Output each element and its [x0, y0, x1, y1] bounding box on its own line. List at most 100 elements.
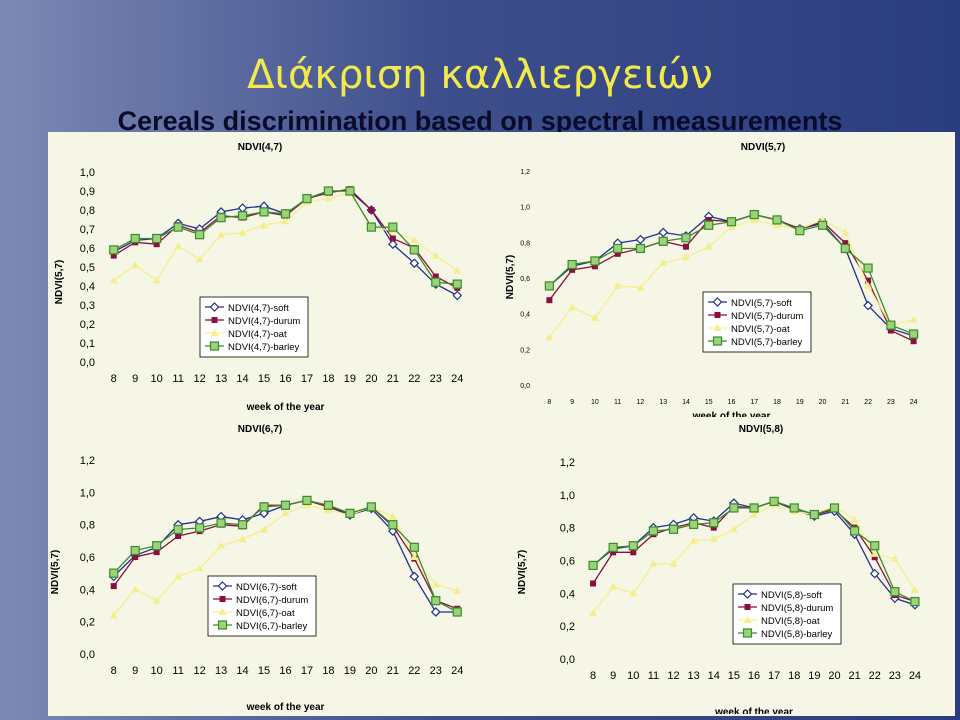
- x-tick-label: 24: [910, 399, 918, 406]
- point-s3-3: [173, 524, 183, 535]
- series-line-1: [113, 188, 458, 289]
- point-s3-16: [910, 596, 920, 607]
- point-s3-0: [588, 560, 598, 571]
- point-s1-12: [368, 207, 375, 213]
- point-s3-14: [409, 542, 419, 552]
- x-tick-label: 12: [193, 373, 205, 385]
- x-axis-label: week of the year: [714, 707, 793, 714]
- point-s3-4: [635, 243, 646, 254]
- legend-label-1: NDVI(4,7)-durum: [228, 316, 300, 327]
- point-s3-14: [870, 541, 880, 551]
- x-tick-label: 20: [819, 399, 827, 406]
- x-tick-label: 14: [708, 670, 720, 682]
- chart-ndvi-5-7: NDVI(5,7) 0,0 0,2 0,4 0,6 0,8 1,0 1,2 NDVI(5,7) 8…: [505, 142, 919, 417]
- point-s3-15: [431, 596, 441, 606]
- legend-label-1: NDVI(5,7)-durum: [731, 311, 803, 322]
- point-s2-1: [609, 582, 618, 590]
- point-s2-8: [281, 217, 290, 225]
- point-s3-10: [789, 503, 799, 513]
- x-tick-label: 22: [864, 399, 872, 406]
- point-s2-5: [689, 536, 698, 544]
- point-s0-14: [409, 258, 420, 269]
- x-tick-label: 8: [590, 670, 596, 682]
- x-tick-label: 10: [151, 665, 163, 677]
- x-tick-label: 15: [728, 670, 740, 682]
- point-s2-4: [195, 255, 204, 263]
- point-s0-13: [388, 239, 398, 250]
- x-tick-label: 20: [365, 665, 377, 677]
- x-tick-label: 21: [848, 670, 860, 682]
- point-s2-1: [131, 261, 140, 269]
- x-tick-label: 14: [236, 665, 248, 677]
- x-tick-label: 21: [841, 399, 849, 406]
- point-s1-0: [110, 583, 117, 590]
- point-s3-1: [567, 259, 577, 270]
- point-s2-legend: [210, 329, 219, 336]
- x-tick-label: 13: [215, 373, 227, 385]
- point-s3-15: [886, 320, 896, 330]
- y-tick-label: 0,4: [80, 584, 95, 596]
- x-tick-label: 9: [132, 373, 138, 385]
- slide-title: Διάκριση καλλιεργειών: [247, 52, 713, 98]
- point-s3-6: [237, 520, 248, 530]
- point-s2-14: [864, 281, 873, 289]
- point-s1-0: [110, 252, 117, 259]
- y-tick-label: 1,0: [80, 487, 95, 499]
- point-s2-15: [431, 251, 440, 259]
- x-tick-label: 18: [322, 665, 334, 677]
- point-s1-2: [630, 549, 637, 556]
- point-s1-legend: [219, 596, 226, 602]
- point-s3-0: [109, 568, 119, 578]
- y-tick-label: 0,1: [80, 338, 95, 350]
- legend-label-1: NDVI(5,8)-durum: [761, 603, 833, 614]
- point-s3-12: [817, 220, 828, 230]
- x-tick-label: 11: [172, 665, 183, 677]
- point-s3-10: [323, 186, 334, 196]
- point-s2-7: [260, 221, 269, 229]
- point-s2-15: [890, 554, 899, 562]
- x-tick-label: 13: [659, 399, 667, 406]
- point-s3-1: [130, 233, 140, 244]
- y-axis-label: NDVI(5,7): [517, 550, 528, 594]
- point-s3-3: [648, 526, 659, 536]
- point-s2-9: [750, 215, 759, 223]
- point-s1-legend: [744, 604, 751, 610]
- y-tick-label: 0,0: [560, 654, 575, 666]
- point-s3-4: [668, 524, 679, 534]
- y-axis-label: NDVI(5,7): [505, 255, 516, 299]
- x-tick-label: 21: [387, 373, 399, 385]
- point-s2-2: [152, 276, 161, 284]
- point-s3-6: [681, 233, 691, 243]
- y-axis-label: NDVI(5,7): [54, 260, 65, 304]
- point-s3-7: [729, 503, 739, 513]
- legend-label-0: NDVI(5,8)-soft: [761, 590, 822, 601]
- legend-label-2: NDVI(4,7)-oat: [228, 329, 287, 340]
- point-s3-13: [388, 520, 398, 530]
- point-s3-7: [259, 502, 269, 512]
- point-s3-0: [109, 245, 119, 255]
- x-tick-label: 20: [828, 670, 840, 682]
- point-s2-16: [453, 266, 462, 274]
- point-s3-16: [452, 279, 462, 289]
- point-s3-2: [152, 233, 162, 244]
- point-s3-5: [216, 518, 226, 528]
- point-s2-6: [709, 535, 718, 543]
- point-s1-13: [389, 235, 396, 242]
- point-s3-14: [409, 245, 419, 255]
- point-s2-5: [217, 541, 226, 549]
- point-s2-14: [410, 236, 419, 244]
- legend: NDVI(4,7)-soft NDVI(4,7)-durum NDVI(4,7)-o…: [199, 296, 309, 358]
- point-s3-10: [772, 215, 782, 225]
- x-tick-label: 9: [570, 399, 574, 406]
- point-s2-5: [659, 258, 668, 266]
- point-s3-11: [809, 509, 819, 520]
- point-s3-0: [544, 281, 554, 291]
- point-s3-legend: [217, 620, 228, 630]
- point-s3-legend: [742, 628, 753, 638]
- y-tick-label: 0,8: [560, 523, 575, 535]
- point-s2-1: [568, 303, 577, 311]
- point-s3-1: [130, 545, 140, 556]
- point-s1-14: [865, 277, 872, 284]
- x-tick-label: 17: [301, 373, 313, 385]
- point-s3-8: [280, 209, 291, 219]
